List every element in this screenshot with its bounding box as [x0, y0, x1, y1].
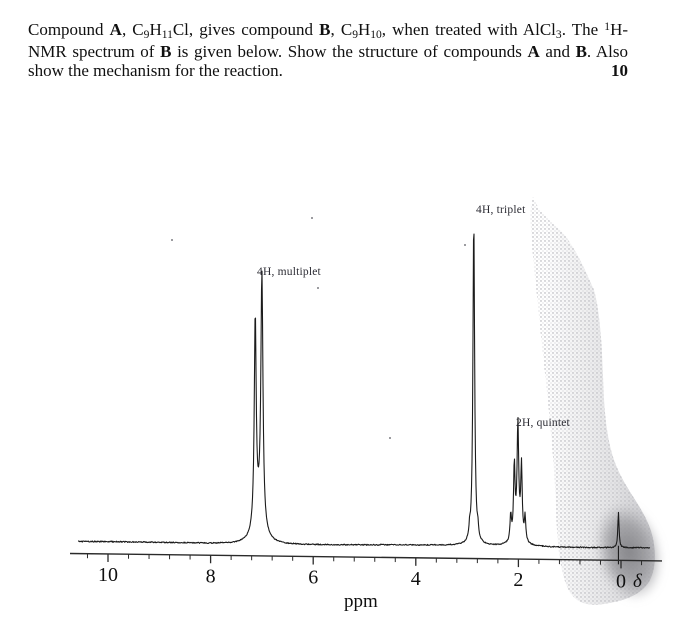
x-axis-tick-labels: 10 8 6 4 2 0 — [98, 564, 626, 592]
scan-speck — [389, 437, 391, 439]
axis-tick-label: 8 — [206, 565, 216, 587]
dark-corner-shade — [594, 502, 664, 602]
x-axis-line — [69, 552, 663, 562]
axis-tick-label: 6 — [308, 567, 318, 589]
question-line-3-text: show the mechanism for the reaction. — [28, 61, 283, 80]
axis-tick-label: 4 — [411, 568, 421, 590]
marks-value: 10 — [611, 61, 628, 80]
x-axis-ticks — [86, 553, 643, 569]
scan-speck — [311, 217, 313, 219]
axis-tick-label: 2 — [513, 569, 523, 591]
peak-label-quintet: 2H, quintet — [516, 417, 570, 429]
axis-tick-label: 0 — [616, 570, 626, 592]
question-line-3: 10 show the mechanism for the reaction. — [28, 61, 628, 81]
scan-speck — [317, 287, 319, 289]
question-text: Compound A, C9H11Cl, gives compound B, C… — [28, 20, 628, 81]
axis-tick-label: 10 — [98, 564, 118, 586]
peak-label-multiplet: 4H, multiplet — [257, 266, 321, 278]
delta-symbol: δ — [633, 571, 643, 592]
question-line-1: Compound A, C9H11Cl, gives compound B, C… — [28, 19, 629, 42]
peak-label-triplet: 4H, triplet — [476, 204, 526, 216]
nmr-trace — [77, 233, 651, 549]
scan-speck — [464, 244, 466, 246]
x-axis-unit-label: ppm — [344, 591, 378, 612]
scan-shadow-blob — [530, 197, 664, 605]
question-line-2: NMR spectrum of B is given below. Show t… — [28, 41, 628, 61]
scan-speck — [171, 239, 173, 241]
scan-speckles — [171, 217, 466, 439]
